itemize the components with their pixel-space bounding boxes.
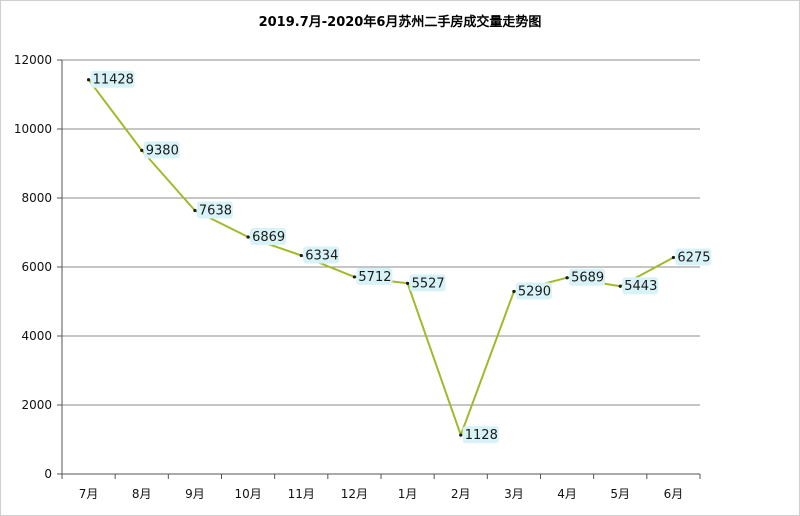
data-label-text: 6275 bbox=[677, 251, 710, 266]
data-label-background bbox=[250, 228, 287, 246]
data-labels: 11428 9380 7638 6869 6334 5712 5527 1128 5290 568… bbox=[90, 70, 712, 444]
x-tick-label: 5月 bbox=[610, 487, 630, 501]
x-tick-label: 4月 bbox=[557, 487, 577, 501]
data-label-background bbox=[409, 274, 446, 292]
data-label: 6334 bbox=[303, 246, 340, 264]
y-tick-label: 8000 bbox=[21, 191, 52, 205]
x-tick-label: 10月 bbox=[234, 487, 261, 501]
series-line bbox=[87, 79, 674, 437]
data-point bbox=[352, 275, 357, 279]
data-label: 5443 bbox=[622, 277, 659, 295]
x-tick-label: 3月 bbox=[504, 487, 524, 501]
x-tick-label: 8月 bbox=[132, 487, 152, 501]
data-label-background bbox=[90, 70, 135, 88]
x-axis-ticks: 7月 8月 9月 10月 11月 12月 1月 2月 3月 4月 5月 6月 bbox=[61, 474, 701, 501]
data-label-background bbox=[356, 267, 393, 285]
data-label-text: 6334 bbox=[305, 248, 338, 263]
y-tick-label: 2000 bbox=[21, 398, 52, 412]
data-point bbox=[671, 255, 676, 260]
data-label-text: 9380 bbox=[146, 143, 179, 158]
x-tick-label: 7月 bbox=[79, 487, 99, 501]
data-label-text: 7638 bbox=[199, 203, 232, 218]
y-tick-label: 0 bbox=[44, 467, 52, 481]
data-point bbox=[512, 289, 516, 294]
data-point bbox=[405, 281, 410, 285]
data-label-text: 1128 bbox=[465, 428, 498, 443]
data-label: 5527 bbox=[409, 274, 446, 292]
data-label: 11428 bbox=[90, 70, 135, 88]
data-label-background bbox=[675, 248, 712, 266]
data-label-text: 5443 bbox=[624, 279, 657, 294]
x-tick-label: 6月 bbox=[664, 487, 684, 501]
y-tick-label: 6000 bbox=[21, 260, 52, 274]
data-label: 6275 bbox=[675, 248, 712, 266]
data-label: 5290 bbox=[515, 282, 552, 300]
data-label: 6869 bbox=[250, 228, 287, 246]
x-tick-label: 2月 bbox=[451, 487, 471, 501]
x-tick-label: 11月 bbox=[288, 487, 315, 501]
data-point bbox=[459, 433, 463, 437]
data-point bbox=[140, 148, 144, 152]
data-label-background bbox=[622, 277, 659, 295]
series bbox=[86, 78, 676, 437]
data-label-background bbox=[569, 268, 606, 286]
data-label-text: 5689 bbox=[571, 271, 604, 286]
data-label-text: 11428 bbox=[93, 73, 134, 88]
data-point bbox=[299, 253, 303, 258]
data-label-text: 6869 bbox=[252, 230, 285, 245]
data-label: 7638 bbox=[196, 201, 233, 219]
data-point bbox=[86, 78, 91, 82]
x-tick-label: 12月 bbox=[341, 487, 368, 501]
data-label-background bbox=[462, 426, 499, 444]
data-label: 1128 bbox=[462, 426, 499, 444]
y-tick-label: 12000 bbox=[14, 53, 52, 67]
x-tick-label: 9月 bbox=[185, 487, 205, 501]
data-label-background bbox=[303, 246, 340, 264]
data-point bbox=[618, 284, 622, 288]
data-label: 5712 bbox=[356, 267, 393, 285]
data-point bbox=[565, 276, 569, 280]
data-label-background bbox=[143, 141, 180, 159]
y-tick-label: 10000 bbox=[14, 122, 52, 136]
y-axis-ticks: 0 2000 4000 6000 8000 10000 12000 bbox=[14, 53, 62, 481]
y-tick-label: 4000 bbox=[21, 329, 52, 343]
data-label-background bbox=[515, 282, 552, 300]
data-label-text: 5527 bbox=[412, 276, 445, 291]
data-point bbox=[246, 235, 250, 239]
data-label-text: 5290 bbox=[518, 284, 551, 299]
data-label: 5689 bbox=[569, 268, 606, 286]
gridlines bbox=[62, 59, 700, 406]
data-label-text: 5712 bbox=[358, 270, 391, 285]
data-point bbox=[193, 208, 197, 213]
data-label-background bbox=[196, 201, 233, 219]
x-tick-label: 1月 bbox=[398, 487, 418, 501]
chart-title: 2019.7月-2020年6月苏州二手房成交量走势图 bbox=[258, 15, 542, 30]
data-label: 9380 bbox=[143, 141, 180, 159]
